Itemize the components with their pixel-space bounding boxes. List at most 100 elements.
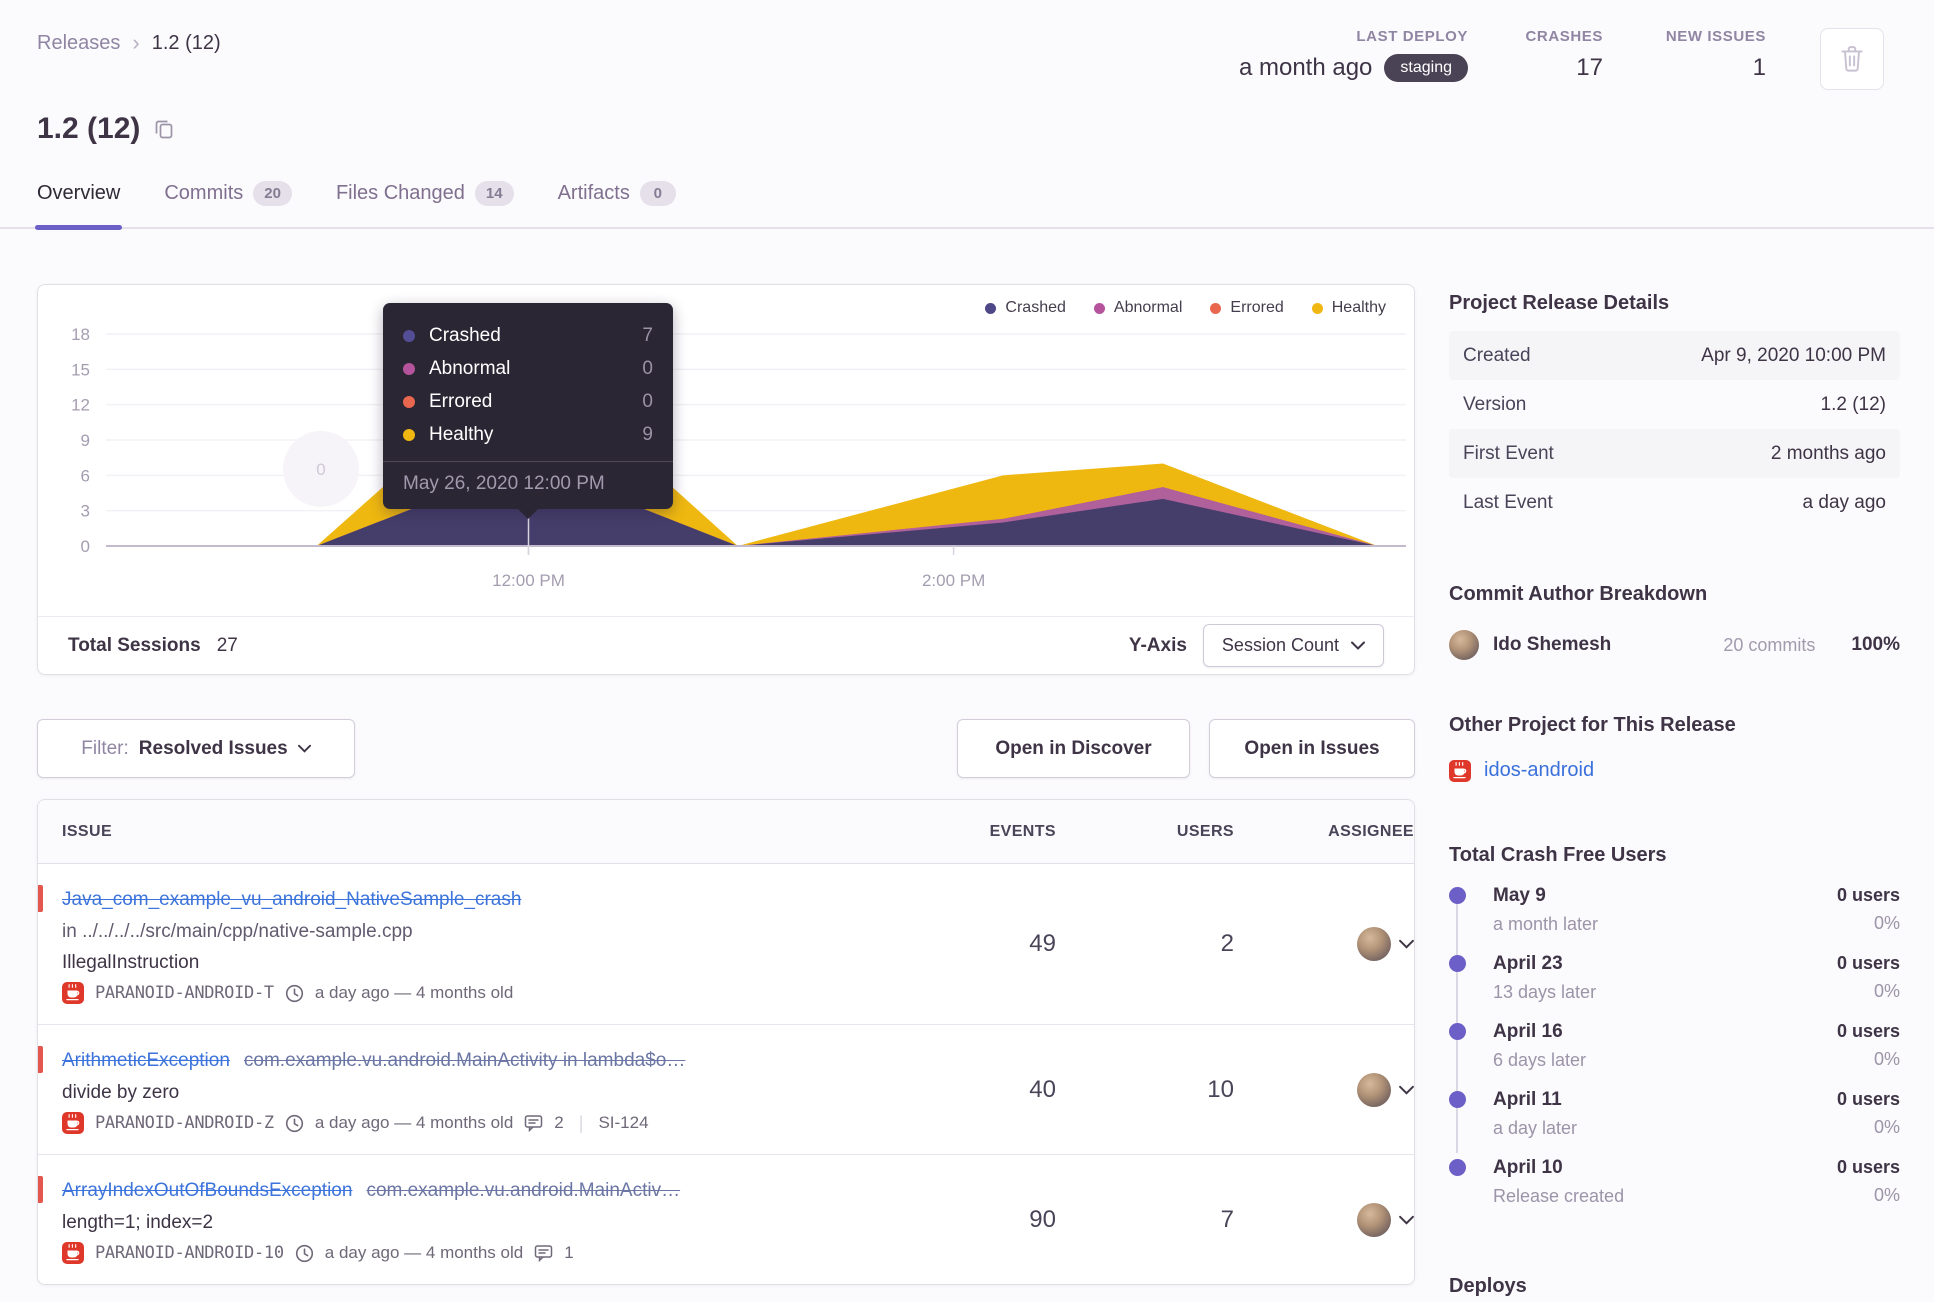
clock-icon [285,1114,303,1132]
svg-text:15: 15 [71,360,90,379]
issue-culprit: length=1; index=2 [62,1212,214,1233]
other-project-heading: Other Project for This Release [1449,714,1736,736]
java-project-icon [62,1242,84,1264]
stat-last-deploy: LAST DEPLOY a month ago staging [1239,28,1468,82]
timeline-dot-icon [1449,1023,1466,1040]
error-level-bar [38,885,43,912]
new-issues-label: NEW ISSUES [1665,28,1766,45]
open-in-issues-button[interactable]: Open in Issues [1209,719,1415,778]
release-details-heading: Project Release Details [1449,292,1670,314]
issue-title-suffix: com.example.vu.android.MainActivity in l… [243,1050,686,1071]
total-sessions-label: Total Sessions [68,634,201,656]
project-slug: PARANOID-ANDROID-10 [95,1243,284,1263]
issue-short-id: SI-124 [598,1113,649,1132]
legend-healthy[interactable]: Healthy [1311,299,1386,317]
breadcrumb-current: 1.2 (12) [151,31,221,54]
table-row: ArithmeticException com.example.vu.androi… [38,1025,1414,1155]
issue-age: a day ago — 4 months old [324,1243,524,1262]
column-users: USERS [1176,822,1234,840]
svg-text:6: 6 [81,466,90,485]
tab-commits[interactable]: Commits 20 [164,160,292,227]
commits-count-badge: 20 [253,181,292,206]
new-issues-value: 1 [1752,54,1766,81]
project-slug: PARANOID-ANDROID-T [95,983,274,1003]
timeline-dot-icon [1449,955,1466,972]
chevron-down-icon [1399,1085,1414,1095]
events-count: 90 [1029,1205,1056,1233]
issue-title-link[interactable]: Java_com_example_vu_android_NativeSample… [62,889,522,910]
legend-crashed[interactable]: Crashed [985,299,1066,317]
trash-icon [1841,46,1863,72]
error-level-bar [38,1176,43,1203]
table-row: Java_com_example_vu_android_NativeSample… [38,864,1414,1025]
total-sessions-value: 27 [216,634,238,656]
abnormal-dot-icon [403,362,415,375]
errored-dot-icon [1210,302,1222,314]
stat-new-issues: NEW ISSUES 1 [1666,28,1766,82]
chevron-down-icon [1399,939,1414,949]
stat-crashes: CRASHES 17 [1525,28,1603,82]
assignee-selector[interactable] [1234,1202,1414,1237]
issues-filter-select[interactable]: Filter: Resolved Issues [37,719,355,778]
chart-footer: Total Sessions 27 Y-Axis Session Count [38,616,1414,674]
issue-title-link[interactable]: ArrayIndexOutOfBoundsException [62,1180,353,1201]
copy-icon[interactable] [154,118,174,140]
release-details-table: Created Apr 9, 2020 10:00 PM Version 1.2 (… [1449,331,1900,527]
tab-artifacts[interactable]: Artifacts 0 [558,160,676,227]
table-row: ArrayIndexOutOfBoundsException com.exampl… [38,1155,1414,1284]
delete-release-button[interactable] [1820,28,1884,90]
divider: | [578,1112,584,1133]
legend-abnormal[interactable]: Abnormal [1093,299,1182,317]
list-item: April 23 13 days later 0 users 0% [1449,953,1900,1005]
chevron-down-icon [1351,641,1365,650]
commit-authors-heading: Commit Author Breakdown [1449,583,1708,605]
release-tabs: Overview Commits 20 Files Changed 14 Artif… [0,160,1934,230]
healthy-dot-icon [403,428,415,441]
assignee-selector[interactable] [1234,927,1414,961]
project-slug: PARANOID-ANDROID-Z [95,1113,274,1133]
issue-title-link[interactable]: ArithmeticException [62,1050,230,1071]
comments-icon [534,1245,553,1262]
commit-author-row: Ido Shemesh 20 commits 100% [1449,630,1900,660]
tooltip-row-healthy: Healthy 9 [403,418,653,451]
tab-files-changed[interactable]: Files Changed 14 [336,160,514,227]
artifacts-count-badge: 0 [639,181,676,206]
detail-row-created: Created Apr 9, 2020 10:00 PM [1449,331,1900,380]
release-sidebar: Project Release Details Created Apr 9, 20… [1449,284,1900,1302]
legend-errored[interactable]: Errored [1210,299,1284,317]
last-deploy-label: LAST DEPLOY [1356,28,1468,45]
svg-text:2:00 PM: 2:00 PM [922,571,985,590]
issue-location: in ../../../../src/main/cpp/native-sampl… [62,921,413,942]
svg-text:12: 12 [71,396,90,415]
open-in-discover-button[interactable]: Open in Discover [957,719,1190,778]
yaxis-label: Y-Axis [1128,634,1187,656]
java-project-icon [62,982,84,1004]
tab-overview[interactable]: Overview [35,160,123,230]
tooltip-row-errored: Errored 0 [403,385,653,418]
deploys-heading: Deploys [1449,1275,1527,1297]
java-project-icon [62,1112,84,1134]
chart-legend: Crashed Abnormal Errored Healthy [985,299,1386,317]
crashed-dot-icon [403,329,415,342]
crash-free-heading: Total Crash Free Users [1449,844,1667,866]
crashes-value: 17 [1576,54,1603,81]
other-project-link[interactable]: idos-android [1484,759,1595,781]
chevron-down-icon [297,744,311,753]
issue-age: a day ago — 4 months old [314,1113,514,1132]
timeline-dot-icon [1449,1091,1466,1108]
svg-text:0: 0 [81,537,90,556]
sessions-area-chart[interactable]: 0 3 6 9 12 15 18 0 12:00 PM 2:00 PM [38,297,1416,613]
svg-text:9: 9 [81,431,90,450]
author-avatar [1449,630,1479,660]
assignee-selector[interactable] [1234,1072,1414,1107]
tooltip-row-crashed: Crashed 7 [403,319,653,352]
yaxis-select[interactable]: Session Count [1202,624,1384,667]
chart-tooltip: Crashed 7 Abnormal 0 Errored 0 Healthy 9 May… [383,303,673,519]
list-item: April 16 6 days later 0 users 0% [1449,1021,1900,1073]
list-item: April 10 Release created 0 users 0% [1449,1157,1900,1209]
breadcrumb-releases-link[interactable]: Releases [37,31,121,54]
detail-row-version: Version 1.2 (12) [1463,393,1886,415]
files-changed-count-badge: 14 [474,181,514,206]
environment-badge: staging [1384,54,1468,82]
